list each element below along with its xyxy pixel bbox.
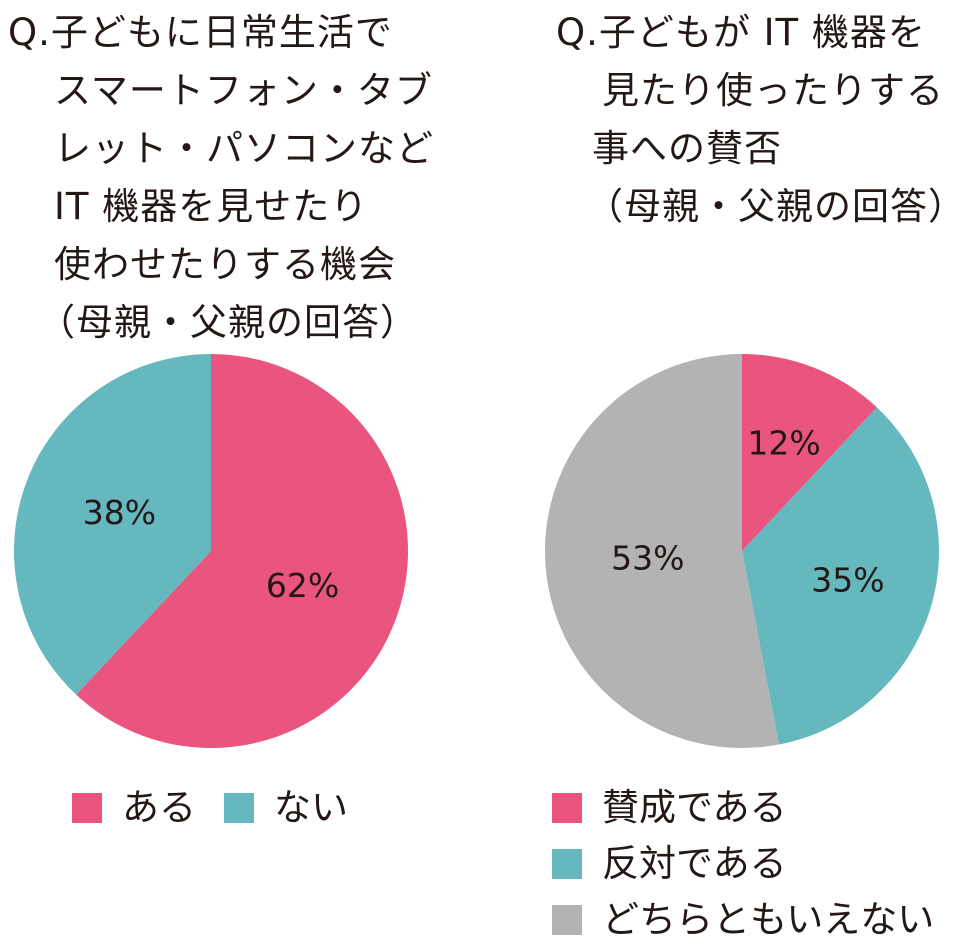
chart2-title-line: Q.子どもが IT 機器を — [556, 11, 926, 54]
legend-item: ある — [72, 780, 196, 836]
pie-chart-1: 62% 38% — [14, 354, 409, 748]
pie-slice-label-0: 62% — [266, 566, 339, 605]
legend-label: どちらともいえない — [602, 898, 935, 941]
chart2-title-line: 事への賛否 — [592, 127, 782, 170]
legend-label: ある — [122, 786, 196, 829]
legend-label: 反対である — [602, 842, 787, 885]
legend-item: 賛成である — [552, 780, 934, 836]
chart1-title-line: 使わせたりする機会 — [54, 243, 396, 286]
chart2-title-line: （母親・父親の回答） — [586, 185, 953, 228]
chart1-title-line: （母親・父親の回答） — [38, 301, 418, 344]
pie-slice-label-0: 12% — [747, 423, 820, 462]
pie-slice-label-1: 38% — [83, 493, 156, 532]
legend-swatch-teal — [224, 793, 254, 823]
chart1-title-line: IT 機器を見せたり — [54, 185, 369, 228]
legend-swatch-pink — [72, 793, 102, 823]
legend-label: 賛成である — [602, 786, 787, 829]
legend-swatch-gray — [552, 905, 582, 935]
legend-label: ない — [274, 786, 348, 829]
chart1-legend: ある ない — [72, 780, 348, 836]
pie-slice-0 — [76, 354, 409, 748]
chart1-title-line: Q.子どもに日常生活で — [8, 11, 393, 54]
legend-swatch-teal — [552, 849, 582, 879]
chart2-title-line: 見たり使ったりする — [602, 69, 944, 112]
legend-item: ない — [224, 780, 348, 836]
legend-item: どちらともいえない — [552, 892, 934, 948]
chart2-legend: 賛成である 反対である どちらともいえない — [552, 780, 934, 948]
pie-slice-0 — [742, 354, 877, 551]
pie-slice-label-2: 53% — [611, 538, 684, 577]
pie-slice-label-1: 35% — [811, 560, 884, 599]
pie-slice-1 — [14, 354, 212, 695]
chart2-title: Q.子どもが IT 機器を 見たり使ったりする 事への賛否 （母親・父親の回答） — [556, 4, 953, 236]
pie-chart-2: 12% 35% 53% — [544, 354, 939, 748]
pie-slice-1 — [742, 407, 939, 745]
legend-swatch-pink — [552, 793, 582, 823]
pie-slice-2 — [544, 354, 779, 748]
chart1-title: Q.子どもに日常生活で スマートフォン・タブ レット・パソコンなど IT 機器を… — [8, 4, 434, 352]
chart1-title-line: レット・パソコンなど — [54, 127, 434, 170]
chart1-title-line: スマートフォン・タブ — [54, 69, 433, 112]
legend-item: 反対である — [552, 836, 934, 892]
